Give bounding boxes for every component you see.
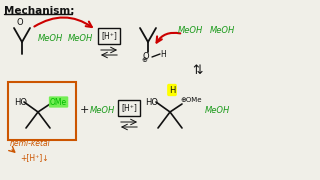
Text: HO: HO <box>14 98 27 107</box>
Bar <box>98 28 120 44</box>
Text: MeOH: MeOH <box>38 33 63 42</box>
Text: ⇅: ⇅ <box>193 64 203 76</box>
Text: +[H⁺]↓: +[H⁺]↓ <box>20 154 49 163</box>
Bar <box>118 100 140 116</box>
Text: [H⁺]: [H⁺] <box>101 31 117 40</box>
Text: MeOH: MeOH <box>205 105 230 114</box>
Text: MeOH: MeOH <box>68 33 93 42</box>
Text: [H⁺]: [H⁺] <box>121 103 137 112</box>
Text: ⊕OMe: ⊕OMe <box>180 97 202 103</box>
Text: MeOH: MeOH <box>178 26 203 35</box>
Text: hemi-ketal: hemi-ketal <box>10 140 51 148</box>
Text: MeOH: MeOH <box>210 26 235 35</box>
Text: H: H <box>169 86 175 94</box>
Text: MeOH: MeOH <box>90 105 115 114</box>
Text: Mechanism:: Mechanism: <box>4 6 74 16</box>
Text: H: H <box>160 50 166 59</box>
Text: HO: HO <box>145 98 158 107</box>
Text: +: + <box>80 105 89 115</box>
Text: O: O <box>143 51 149 60</box>
Text: O: O <box>17 17 23 26</box>
Bar <box>8 82 76 140</box>
Text: ⊕: ⊕ <box>141 57 147 63</box>
Text: OMe: OMe <box>50 98 67 107</box>
